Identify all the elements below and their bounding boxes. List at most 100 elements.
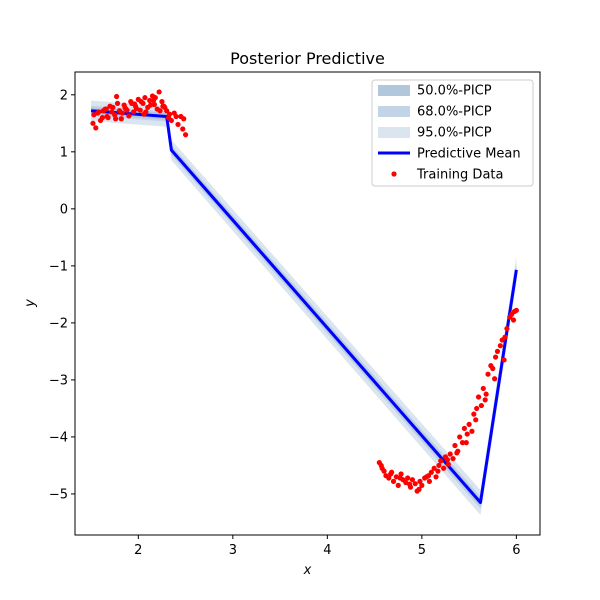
x-tick-label: 3 xyxy=(229,543,237,558)
training-data-point xyxy=(435,468,441,474)
y-axis-ticks: 2 1 0 −1 −2 −3 −4 −5 xyxy=(49,88,75,502)
plot-frame xyxy=(74,71,541,536)
training-data-point xyxy=(405,475,411,481)
training-data-point xyxy=(159,99,165,105)
training-data-point xyxy=(397,475,403,481)
training-data-point xyxy=(482,397,488,403)
x-tick-label: 6 xyxy=(512,543,520,558)
training-data-point xyxy=(471,411,477,417)
training-data-point xyxy=(112,112,118,118)
training-data-point xyxy=(438,458,444,464)
training-data-point xyxy=(412,481,418,487)
training-data-point xyxy=(490,365,496,372)
training-data-point xyxy=(114,100,121,106)
training-data-point xyxy=(142,95,148,101)
training-data-point xyxy=(494,348,501,354)
training-data-point xyxy=(182,132,189,138)
training-data-point xyxy=(122,105,128,111)
legend-swatch xyxy=(378,85,410,96)
training-data-point xyxy=(480,385,486,392)
training-data-point xyxy=(497,343,503,349)
legend-item: Predictive Mean xyxy=(378,147,521,162)
training-data-point xyxy=(492,354,499,360)
training-data-point xyxy=(478,402,485,409)
training-data-point xyxy=(463,440,469,446)
training-data-point xyxy=(173,113,179,120)
training-data-point xyxy=(501,357,507,363)
x-tick-label: 2 xyxy=(134,543,142,558)
band-95-picp xyxy=(91,100,517,516)
training-data-point xyxy=(426,478,433,485)
training-data-point xyxy=(419,482,425,488)
training-data-point xyxy=(485,371,491,377)
training-data-point xyxy=(483,391,489,397)
training-data-point xyxy=(130,109,137,115)
legend-swatch xyxy=(378,127,410,138)
y-tick-label: −5 xyxy=(49,487,68,502)
training-data-point xyxy=(141,111,147,117)
training-data-point xyxy=(113,116,119,122)
training-data-point xyxy=(510,317,517,323)
training-data-point xyxy=(492,376,498,382)
training-data-point xyxy=(147,97,153,104)
legend-swatch xyxy=(378,106,410,117)
legend-box xyxy=(371,79,534,187)
training-data-point xyxy=(433,474,439,480)
legend-item: Training Data xyxy=(391,168,503,183)
legend-label: Predictive Mean xyxy=(417,147,521,162)
training-data-point xyxy=(390,478,397,485)
training-data-point xyxy=(99,115,106,121)
chart-title: Posterior Predictive xyxy=(230,49,385,68)
training-data-point xyxy=(119,110,125,116)
training-data-point xyxy=(445,461,451,467)
training-data-point xyxy=(454,450,460,456)
training-data-point xyxy=(150,97,157,104)
legend-label: 68.0%-PICP xyxy=(417,105,492,120)
y-tick-label: 0 xyxy=(60,202,68,217)
training-data-point xyxy=(474,405,480,412)
training-data-point xyxy=(444,457,450,463)
legend-item: 50.0%-PICP xyxy=(378,84,492,99)
training-data-point xyxy=(93,125,99,131)
training-data-point xyxy=(175,121,181,128)
x-tick-label: 4 xyxy=(323,543,331,558)
training-data-point xyxy=(138,99,144,105)
training-data-point xyxy=(131,101,138,107)
training-data-point xyxy=(395,482,401,488)
training-data-point xyxy=(409,477,416,483)
training-data-point xyxy=(156,89,162,95)
training-data-point xyxy=(440,465,447,471)
training-data-point xyxy=(459,440,466,446)
x-axis-ticks: 2 3 4 5 6 xyxy=(134,535,521,558)
y-tick-label: 1 xyxy=(60,145,68,160)
training-data-point xyxy=(473,417,479,423)
training-data-point xyxy=(118,116,124,122)
training-data-point xyxy=(386,475,392,481)
training-data-point xyxy=(513,307,519,313)
legend-item: 68.0%-PICP xyxy=(378,105,492,120)
training-data-point xyxy=(464,431,470,437)
training-data-point xyxy=(105,115,111,121)
training-data-point xyxy=(447,451,453,457)
training-data-point xyxy=(126,113,132,119)
training-data-point xyxy=(166,111,173,117)
training-data-point xyxy=(110,104,116,110)
training-data-point xyxy=(466,421,472,427)
training-data-point xyxy=(398,471,404,477)
x-axis-label: x xyxy=(303,563,312,578)
training-data-point xyxy=(436,462,442,469)
training-data-point xyxy=(475,394,482,400)
training-data-point xyxy=(133,105,140,112)
training-data-point xyxy=(160,103,166,109)
plot-area xyxy=(90,89,519,516)
training-data-point xyxy=(431,465,437,471)
legend-label: 50.0%-PICP xyxy=(417,84,492,99)
training-data-point xyxy=(378,462,384,469)
y-tick-label: −4 xyxy=(49,430,68,445)
training-data-point xyxy=(91,112,97,118)
legend-item: 95.0%-PICP xyxy=(378,126,492,141)
legend-label: Training Data xyxy=(416,168,503,183)
training-data-point xyxy=(457,434,463,440)
training-data-point xyxy=(416,486,422,492)
